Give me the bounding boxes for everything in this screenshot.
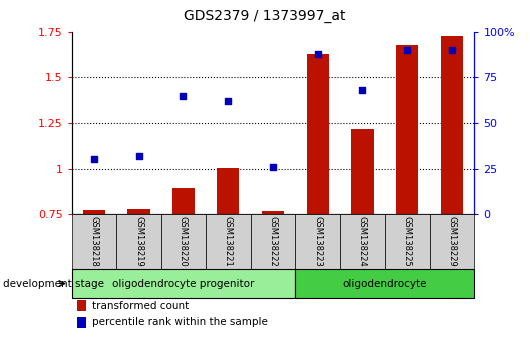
Text: GSM138229: GSM138229 bbox=[447, 216, 456, 267]
Text: GSM138222: GSM138222 bbox=[269, 216, 277, 267]
Text: GDS2379 / 1373997_at: GDS2379 / 1373997_at bbox=[184, 9, 346, 23]
Point bbox=[269, 164, 277, 170]
Bar bbox=[83, 210, 105, 214]
Text: GSM138225: GSM138225 bbox=[403, 216, 412, 267]
Text: GSM138219: GSM138219 bbox=[134, 216, 143, 267]
Text: development stage: development stage bbox=[3, 279, 104, 289]
Text: GSM138220: GSM138220 bbox=[179, 216, 188, 267]
Text: GSM138218: GSM138218 bbox=[90, 216, 99, 267]
Bar bbox=[441, 35, 463, 214]
Point bbox=[90, 156, 98, 162]
Point bbox=[135, 153, 143, 159]
Bar bbox=[351, 130, 374, 214]
Text: GSM138224: GSM138224 bbox=[358, 216, 367, 267]
Point bbox=[224, 98, 233, 104]
Bar bbox=[306, 54, 329, 214]
Text: percentile rank within the sample: percentile rank within the sample bbox=[92, 318, 268, 327]
Text: GSM138223: GSM138223 bbox=[313, 216, 322, 267]
Point bbox=[313, 51, 322, 57]
Point bbox=[448, 47, 456, 53]
Text: oligodendrocyte progenitor: oligodendrocyte progenitor bbox=[112, 279, 254, 289]
Bar bbox=[262, 211, 284, 214]
Text: transformed count: transformed count bbox=[92, 301, 189, 310]
Bar bbox=[172, 188, 195, 214]
Point bbox=[179, 93, 188, 98]
Point bbox=[403, 47, 411, 53]
Bar bbox=[217, 168, 240, 214]
Bar bbox=[396, 45, 418, 214]
Point bbox=[358, 87, 367, 93]
Text: oligodendrocyte: oligodendrocyte bbox=[342, 279, 427, 289]
Text: GSM138221: GSM138221 bbox=[224, 216, 233, 267]
Bar bbox=[128, 209, 150, 214]
